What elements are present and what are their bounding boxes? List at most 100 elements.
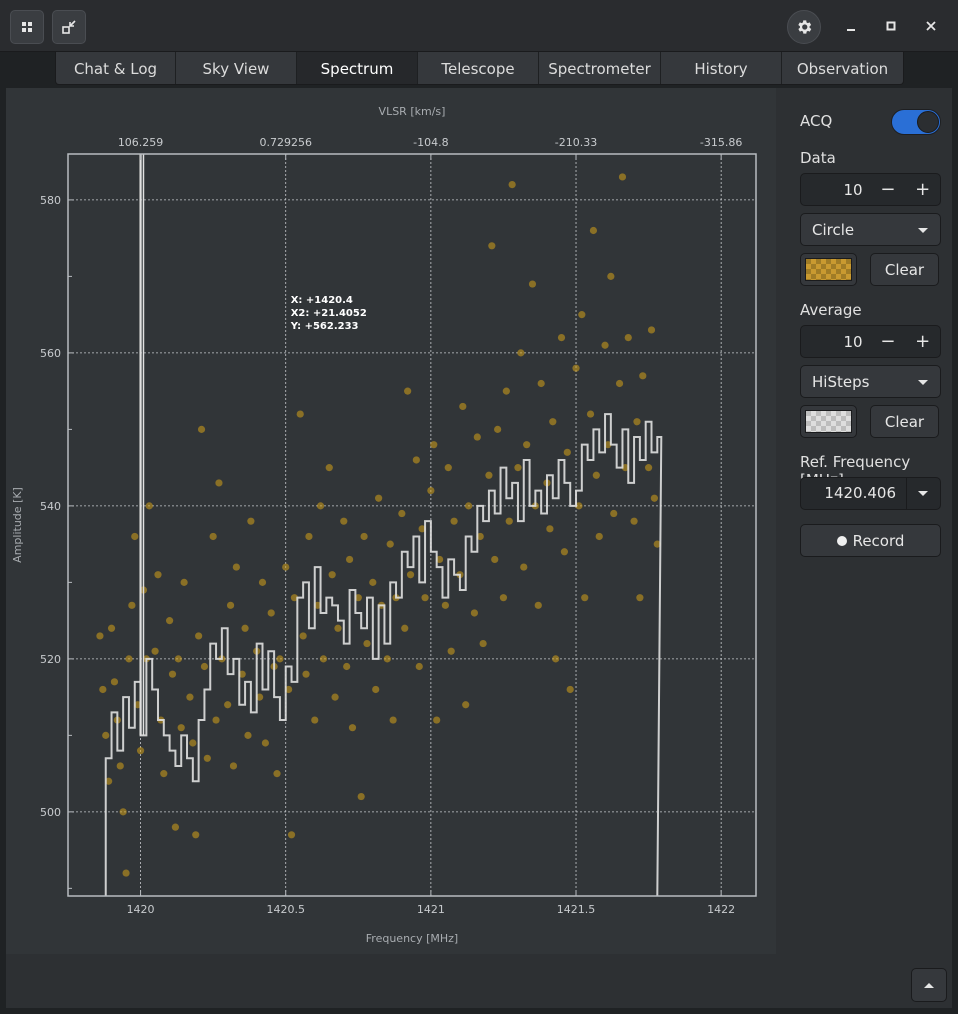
data-point — [334, 624, 342, 632]
data-point — [226, 601, 235, 609]
data-clear-button[interactable]: Clear — [870, 253, 939, 286]
data-point — [462, 701, 470, 709]
cursor-readout: X: +1420.4 X2: +21.4052 Y: +562.233 — [290, 295, 367, 332]
average-style-dropdown[interactable]: HiSteps — [800, 365, 941, 398]
data-point — [107, 624, 116, 632]
data-point — [311, 716, 319, 724]
data-point — [151, 647, 159, 655]
data-point — [316, 502, 325, 510]
data-point — [647, 326, 656, 334]
data-point — [639, 372, 647, 380]
minimize-button[interactable] — [839, 14, 863, 38]
restore-button[interactable] — [52, 10, 86, 44]
data-point — [168, 670, 177, 678]
data-point — [287, 831, 296, 839]
data-point — [427, 486, 435, 495]
acq-label: ACQ — [800, 112, 833, 130]
data-point — [177, 724, 185, 732]
settings-button[interactable] — [787, 10, 821, 44]
maximize-button[interactable] — [879, 14, 903, 38]
y-axis-label: Amplitude [K] — [11, 487, 24, 563]
y-tick-label: 500 — [40, 806, 61, 819]
data-color-button[interactable] — [800, 253, 857, 286]
data-value[interactable]: 10 — [843, 180, 863, 199]
data-point — [653, 540, 661, 548]
data-point — [592, 471, 600, 479]
data-point — [421, 594, 429, 602]
data-point — [459, 402, 467, 411]
data-point — [578, 311, 586, 319]
x2-tick-label: 106.259 — [118, 136, 164, 149]
data-point — [258, 578, 267, 586]
data-style-dropdown[interactable]: Circle — [800, 213, 941, 246]
scroll-up-button[interactable] — [911, 968, 947, 1002]
apps-grid-button[interactable] — [10, 10, 44, 44]
data-point — [331, 693, 339, 701]
data-point — [560, 548, 569, 556]
data-point — [314, 601, 322, 609]
data-point — [552, 655, 560, 663]
spectrum-plot[interactable]: 1420 106.259 1420.5 0.729256 1421 -104.8 1421.… — [6, 88, 776, 954]
data-point — [171, 823, 180, 831]
data-point — [247, 517, 255, 525]
data-point — [406, 571, 415, 579]
tab-telescope[interactable]: Telescope — [418, 52, 539, 84]
data-point — [575, 502, 583, 510]
spectrum-chart[interactable]: 1420 106.259 1420.5 0.729256 1421 -104.8 1421.… — [6, 88, 776, 954]
x-tick-label: 1420.5 — [266, 903, 305, 916]
average-value[interactable]: 10 — [843, 332, 863, 351]
ref-frequency-dropdown-button[interactable] — [907, 478, 940, 509]
data-point — [499, 594, 508, 602]
data-point — [261, 739, 270, 747]
record-button[interactable]: Record — [800, 524, 941, 557]
data-point — [212, 716, 220, 724]
average-clear-button[interactable]: Clear — [870, 405, 939, 438]
tab-observation[interactable]: Observation — [782, 52, 903, 84]
x2-tick-label: -210.33 — [555, 136, 597, 149]
data-point — [99, 685, 107, 694]
tab-spectrum[interactable]: Spectrum — [297, 52, 418, 84]
acq-toggle[interactable] — [891, 109, 941, 135]
close-button[interactable] — [919, 14, 943, 38]
data-point — [412, 456, 420, 464]
data-point — [105, 777, 113, 785]
average-color-button[interactable] — [800, 405, 857, 438]
spectrum-page: 1420 106.259 1420.5 0.729256 1421 -104.8 1421.… — [6, 88, 952, 1008]
data-point — [494, 425, 502, 433]
data-point — [305, 532, 313, 541]
average-increment-button[interactable]: + — [915, 331, 931, 352]
average-decrement-button[interactable]: − — [880, 331, 896, 352]
data-point — [523, 441, 531, 449]
data-point — [621, 464, 629, 472]
data-point — [145, 502, 153, 510]
data-increment-button[interactable]: + — [915, 179, 931, 200]
tab-chat-log[interactable]: Chat & Log — [56, 52, 176, 84]
data-point — [624, 333, 632, 342]
ref-frequency-input[interactable]: 1420.406 — [801, 478, 907, 509]
x-tick-label: 1420 — [127, 903, 155, 916]
data-point — [546, 525, 554, 533]
data-point — [476, 532, 484, 541]
record-icon — [836, 535, 847, 546]
average-label: Average — [800, 301, 862, 319]
x2-axis-label: VLSR [km/s] — [379, 105, 446, 118]
tab-history[interactable]: History — [661, 52, 782, 84]
data-point — [488, 242, 496, 250]
data-point — [415, 662, 423, 671]
data-point — [174, 655, 182, 663]
data-point — [195, 632, 203, 640]
data-point — [650, 494, 658, 502]
minimize-icon — [847, 29, 855, 31]
data-point — [607, 272, 615, 280]
tab-spectrometer[interactable]: Spectrometer — [539, 52, 661, 84]
average-line — [104, 154, 663, 897]
tab-sky-view[interactable]: Sky View — [176, 52, 297, 84]
data-point — [601, 341, 609, 349]
x2-tick-label: -104.8 — [413, 136, 448, 149]
gear-icon — [798, 20, 812, 34]
data-point — [566, 685, 574, 694]
data-point — [197, 425, 206, 433]
data-point — [276, 655, 284, 663]
data-point — [485, 471, 493, 479]
data-decrement-button[interactable]: − — [880, 179, 896, 200]
